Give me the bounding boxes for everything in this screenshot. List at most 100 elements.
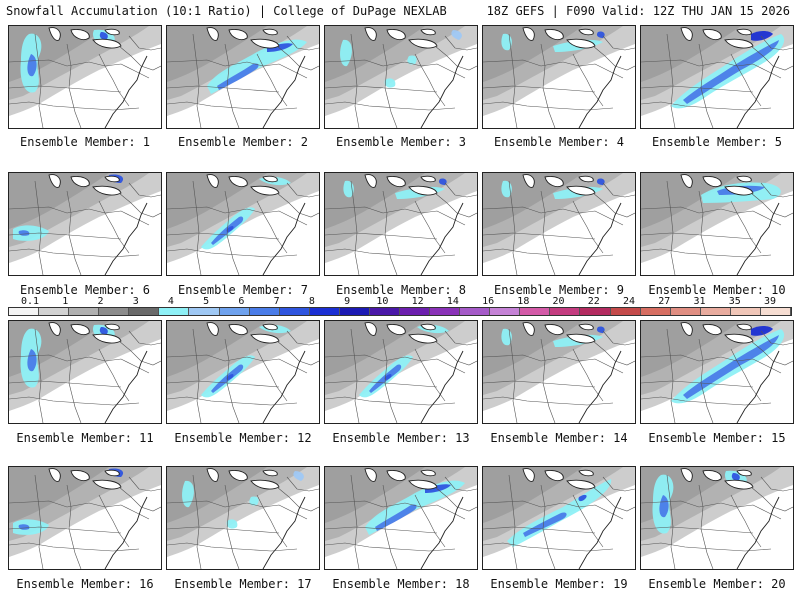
snowfall-map bbox=[641, 467, 793, 569]
legend-swatch bbox=[39, 308, 70, 315]
legend-tick-label: 16 bbox=[482, 296, 495, 307]
legend-tick-label: 0.1 bbox=[20, 296, 40, 307]
legend-swatch bbox=[309, 308, 340, 315]
legend-swatch bbox=[490, 308, 521, 315]
legend-tick-label: 9 bbox=[344, 296, 351, 307]
map-panel bbox=[640, 466, 794, 570]
legend-swatch bbox=[460, 308, 491, 315]
snowfall-map bbox=[325, 173, 477, 275]
legend-tick-label: 4 bbox=[167, 296, 174, 307]
legend-tick-label: 27 bbox=[658, 296, 671, 307]
legend-tick-label: 35 bbox=[728, 296, 741, 307]
member-caption: Ensemble Member: 16 bbox=[16, 577, 154, 591]
legend-swatch bbox=[369, 308, 401, 315]
legend-tick-label: 5 bbox=[203, 296, 210, 307]
legend-swatch bbox=[610, 308, 641, 315]
member-caption: Ensemble Member: 15 bbox=[648, 431, 786, 445]
color-legend: 0.1 1 2 3 4 5 6 7 8 9 10 12 14 16 18 20 22 24 27 31 35 39 bbox=[8, 296, 792, 318]
member-caption: Ensemble Member: 4 bbox=[493, 135, 625, 149]
legend-labels: 0.1 1 2 3 4 5 6 7 8 9 10 12 14 16 18 20 22 24 27 31 35 39 bbox=[8, 296, 792, 307]
snowfall-map bbox=[483, 26, 635, 128]
member-caption: Ensemble Member: 1 bbox=[19, 135, 151, 149]
legend-swatch bbox=[700, 308, 731, 315]
legend-tick-label: 24 bbox=[623, 296, 636, 307]
map-panel bbox=[166, 466, 320, 570]
map-panel bbox=[8, 466, 162, 570]
legend-swatch bbox=[249, 308, 280, 315]
legend-tick-label: 20 bbox=[552, 296, 565, 307]
snowfall-map bbox=[9, 467, 161, 569]
legend-tick-label: 7 bbox=[273, 296, 280, 307]
member-caption: Ensemble Member: 12 bbox=[174, 431, 312, 445]
legend-tick-label: 2 bbox=[97, 296, 104, 307]
snowfall-map bbox=[641, 26, 793, 128]
legend-swatch bbox=[580, 308, 611, 315]
legend-swatch bbox=[9, 308, 40, 315]
legend-swatch bbox=[730, 308, 761, 315]
legend-tick-label: 31 bbox=[693, 296, 706, 307]
legend-tick-label: 18 bbox=[517, 296, 530, 307]
product-title: Snowfall Accumulation (10:1 Ratio) | Col… bbox=[6, 4, 447, 18]
snowfall-map bbox=[167, 173, 319, 275]
member-caption: Ensemble Member: 20 bbox=[648, 577, 786, 591]
legend-swatch bbox=[760, 308, 792, 315]
map-panel bbox=[482, 320, 636, 424]
member-caption: Ensemble Member: 19 bbox=[490, 577, 628, 591]
member-caption: Ensemble Member: 14 bbox=[490, 431, 628, 445]
legend-tick-label: 12 bbox=[411, 296, 424, 307]
map-panel bbox=[324, 172, 478, 276]
member-caption: Ensemble Member: 18 bbox=[332, 577, 470, 591]
legend-tick-label: 8 bbox=[308, 296, 315, 307]
legend-swatch bbox=[159, 308, 190, 315]
snowfall-map bbox=[9, 26, 161, 128]
member-caption: Ensemble Member: 13 bbox=[332, 431, 470, 445]
snowfall-map bbox=[325, 467, 477, 569]
map-panel bbox=[324, 25, 478, 129]
map-panel bbox=[482, 172, 636, 276]
map-panel bbox=[324, 320, 478, 424]
map-panel bbox=[166, 25, 320, 129]
legend-swatch bbox=[550, 308, 581, 315]
legend-swatch bbox=[129, 308, 160, 315]
header-bar: Snowfall Accumulation (10:1 Ratio) | Col… bbox=[0, 0, 800, 22]
legend-tick-label: 14 bbox=[446, 296, 459, 307]
snowfall-map bbox=[483, 321, 635, 423]
member-caption: Ensemble Member: 2 bbox=[177, 135, 309, 149]
snowfall-map bbox=[9, 321, 161, 423]
map-panel bbox=[640, 172, 794, 276]
snowfall-map bbox=[325, 321, 477, 423]
member-caption: Ensemble Member: 17 bbox=[174, 577, 312, 591]
legend-swatch bbox=[670, 308, 701, 315]
member-caption: Ensemble Member: 3 bbox=[335, 135, 467, 149]
legend-tick-label: 1 bbox=[62, 296, 69, 307]
legend-bar bbox=[8, 307, 792, 316]
member-caption: Ensemble Member: 10 bbox=[648, 283, 786, 297]
legend-swatch bbox=[400, 308, 431, 315]
snowfall-map bbox=[167, 321, 319, 423]
map-panel bbox=[482, 25, 636, 129]
snowfall-map bbox=[167, 26, 319, 128]
legend-tick-label: 39 bbox=[763, 296, 777, 307]
map-panel bbox=[8, 320, 162, 424]
legend-swatch bbox=[339, 308, 370, 315]
map-panel bbox=[324, 466, 478, 570]
member-caption: Ensemble Member: 9 bbox=[493, 283, 625, 297]
legend-tick-label: 6 bbox=[238, 296, 245, 307]
map-panel bbox=[166, 172, 320, 276]
legend-swatch bbox=[189, 308, 220, 315]
map-panel bbox=[640, 25, 794, 129]
snowfall-map bbox=[9, 173, 161, 275]
legend-swatch bbox=[279, 308, 310, 315]
snowfall-map bbox=[483, 173, 635, 275]
member-caption: Ensemble Member: 7 bbox=[177, 283, 309, 297]
legend-swatch bbox=[69, 308, 100, 315]
map-panel bbox=[166, 320, 320, 424]
map-panel bbox=[482, 466, 636, 570]
legend-swatch bbox=[520, 308, 551, 315]
snowfall-map bbox=[325, 26, 477, 128]
map-panel bbox=[8, 172, 162, 276]
legend-tick-label: 3 bbox=[132, 296, 139, 307]
snowfall-map bbox=[483, 467, 635, 569]
legend-tick-label: 10 bbox=[376, 296, 389, 307]
member-caption: Ensemble Member: 8 bbox=[335, 283, 467, 297]
